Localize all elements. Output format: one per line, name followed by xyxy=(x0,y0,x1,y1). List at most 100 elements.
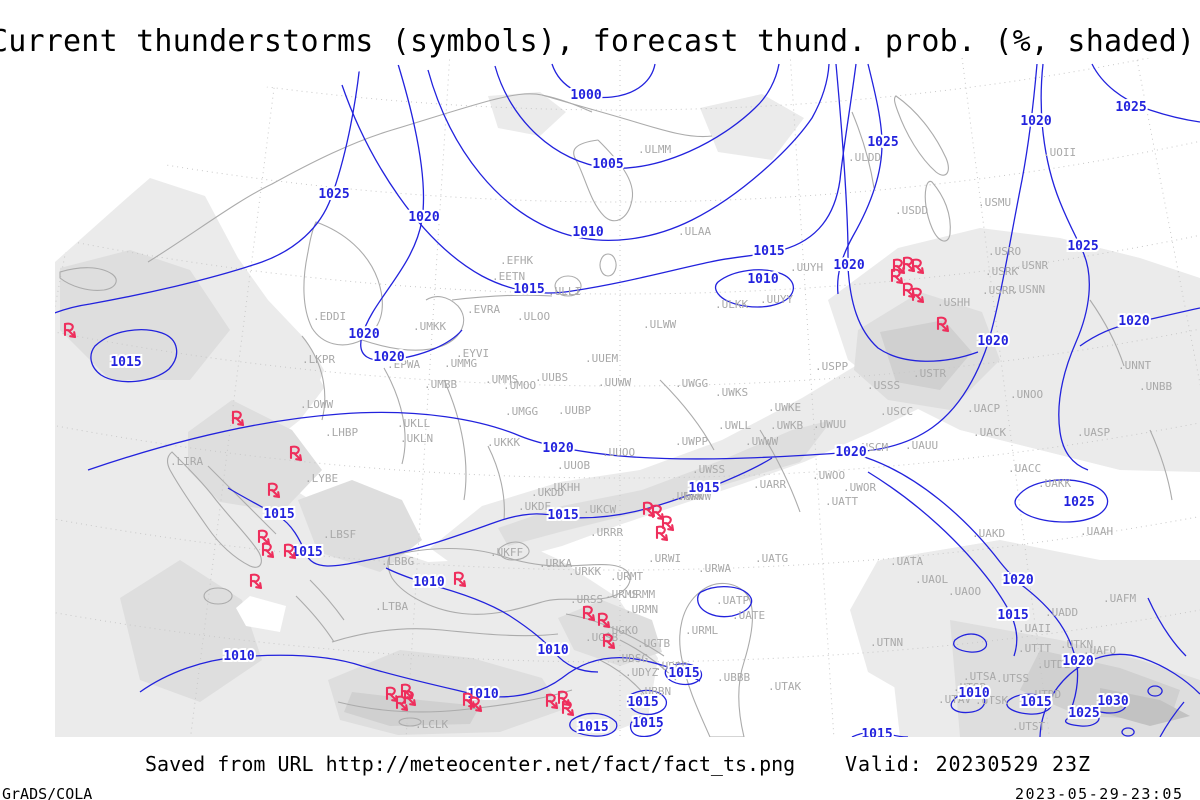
isobar-labels: 1000 1005 1010 1015 1020 1025 1020 1020 1015 1015… xyxy=(108,86,1151,742)
coastline-path xyxy=(337,689,573,713)
station-id-label: .UKDE xyxy=(518,500,551,513)
station-id-label: .UTAK xyxy=(768,680,801,693)
isobar-value-label: 1010 xyxy=(223,649,254,664)
station-id-label: .UWKB xyxy=(770,419,803,432)
station-id-label: .UUYH xyxy=(790,261,823,274)
thunderstorm-symbol-icon xyxy=(655,525,669,542)
station-id-label: .URRR xyxy=(590,526,623,539)
station-id-label: .ULLI xyxy=(548,285,581,298)
station-id-label: .UATA xyxy=(890,555,923,568)
station-id-label: .UNBB xyxy=(1139,380,1172,393)
isobar-contour xyxy=(664,663,703,686)
isobar-value-label: 1030 xyxy=(1097,694,1128,709)
graticule-meridian xyxy=(400,58,452,737)
station-id-label: .UNOO xyxy=(1010,388,1043,401)
station-id-label: .USNN xyxy=(1012,283,1045,296)
station-id-label: .LBSF xyxy=(323,528,356,541)
station-id-label: .UMGG xyxy=(505,405,538,418)
station-id-label: .LKPR xyxy=(302,353,335,366)
station-id-label: .UARR xyxy=(753,478,786,491)
station-id-label: .URMS xyxy=(605,588,638,601)
isobar-contour xyxy=(953,633,988,653)
isobar-value-label: 1020 xyxy=(373,350,404,365)
station-id-label: .UTSK xyxy=(975,694,1008,707)
coastline-path xyxy=(851,111,875,189)
station-id-label: .URWA xyxy=(698,562,731,575)
station-id-label: .UTDL xyxy=(1037,658,1070,671)
coastline-path xyxy=(498,541,530,561)
station-id-label: .UACP xyxy=(967,402,1000,415)
station-id-label: .LTBA xyxy=(375,600,408,613)
station-id-label: .UWKS xyxy=(715,386,748,399)
station-id-label: .URKA xyxy=(539,557,572,570)
station-id-label: .UNNT xyxy=(1118,359,1151,372)
station-id-label: .LIRA xyxy=(170,455,203,468)
isobar-contour xyxy=(1065,711,1100,727)
station-id-label: .UMBB xyxy=(424,378,457,391)
station-id-label: .USPP xyxy=(815,360,848,373)
station-id-label: .UAKD xyxy=(972,527,1005,540)
isobar-value-label: 1020 xyxy=(408,210,439,225)
station-id-label: .UTSS xyxy=(996,672,1029,685)
station-id-label: .UACK xyxy=(973,426,1006,439)
station-id-label: .UTSA xyxy=(963,670,996,683)
probability-shading xyxy=(120,560,262,702)
coastline-path xyxy=(679,582,753,737)
graticule-meridian xyxy=(182,58,284,737)
station-id-label: .URWW xyxy=(678,490,711,503)
isobar-value-label: 1020 xyxy=(833,258,864,273)
coastline-path xyxy=(301,335,505,521)
station-id-label: .ULOO xyxy=(517,310,550,323)
isobar-contour xyxy=(494,63,780,169)
isobar-value-label: 1015 xyxy=(263,507,294,522)
station-id-label: .UBBN xyxy=(638,685,671,698)
station-id-label: .UUBS xyxy=(535,371,568,384)
isobar-value-label: 1025 xyxy=(1068,706,1099,721)
isobar-value-label: 1015 xyxy=(110,355,141,370)
isobar-value-label: 1025 xyxy=(1063,495,1094,510)
isobar-value-label: 1015 xyxy=(632,716,663,731)
station-id-label: .USCC xyxy=(880,405,913,418)
station-id-label: .UTSB xyxy=(953,681,986,694)
station-id-label: .UWGG xyxy=(675,377,708,390)
isobar-value-label: 1015 xyxy=(688,481,719,496)
isobar-contour xyxy=(867,471,1018,657)
station-id-label: .UATE xyxy=(732,609,765,622)
station-id-label: .ULKK xyxy=(715,298,748,311)
isobar-contour xyxy=(87,63,1038,471)
isobar-contour xyxy=(629,715,662,737)
isobar-contour xyxy=(714,269,795,308)
probability-shading xyxy=(236,596,286,632)
station-id-label: .UMKK xyxy=(413,320,446,333)
station-id-label: .UUYY xyxy=(760,293,793,306)
coastline-path xyxy=(659,379,801,513)
isobar-contour xyxy=(1079,307,1200,347)
station-id-label: .LBBG xyxy=(381,555,414,568)
station-id-label: .UKDD xyxy=(531,486,564,499)
coastline-path xyxy=(398,717,422,727)
station-id-label: .USDD xyxy=(895,204,928,217)
isobar-value-label: 1015 xyxy=(577,720,608,735)
station-id-label: .EPWA xyxy=(387,358,420,371)
station-id-label: .UKKK xyxy=(487,436,520,449)
station-id-label: .UUBP xyxy=(558,404,591,417)
station-id-label: .UWOR xyxy=(843,481,876,494)
station-id-label: .EDDI xyxy=(313,310,346,323)
isobar-contour xyxy=(385,567,599,673)
coastline-path xyxy=(147,93,593,263)
isobar-value-label: 1010 xyxy=(413,575,444,590)
station-labels: .ULMM .ULDD .UOII .USMU .USDD .ULAA .EFHK .EETN… xyxy=(170,143,1172,733)
isobar-value-label: 1015 xyxy=(861,727,892,742)
isobar-contour xyxy=(139,654,701,698)
station-id-label: .UBBB xyxy=(717,671,750,684)
coastline-path xyxy=(167,451,262,568)
isobar-contour xyxy=(857,454,1079,717)
probability-shading xyxy=(880,320,972,390)
coastline-path xyxy=(331,628,559,643)
probability-shading xyxy=(640,560,700,600)
coastline-path xyxy=(573,139,634,222)
chart-title: Current thunderstorms (symbols), forecas… xyxy=(0,24,1196,59)
isobar-contour xyxy=(950,691,986,714)
isobar-contour xyxy=(551,63,656,99)
isobar-contour xyxy=(1040,63,1090,471)
